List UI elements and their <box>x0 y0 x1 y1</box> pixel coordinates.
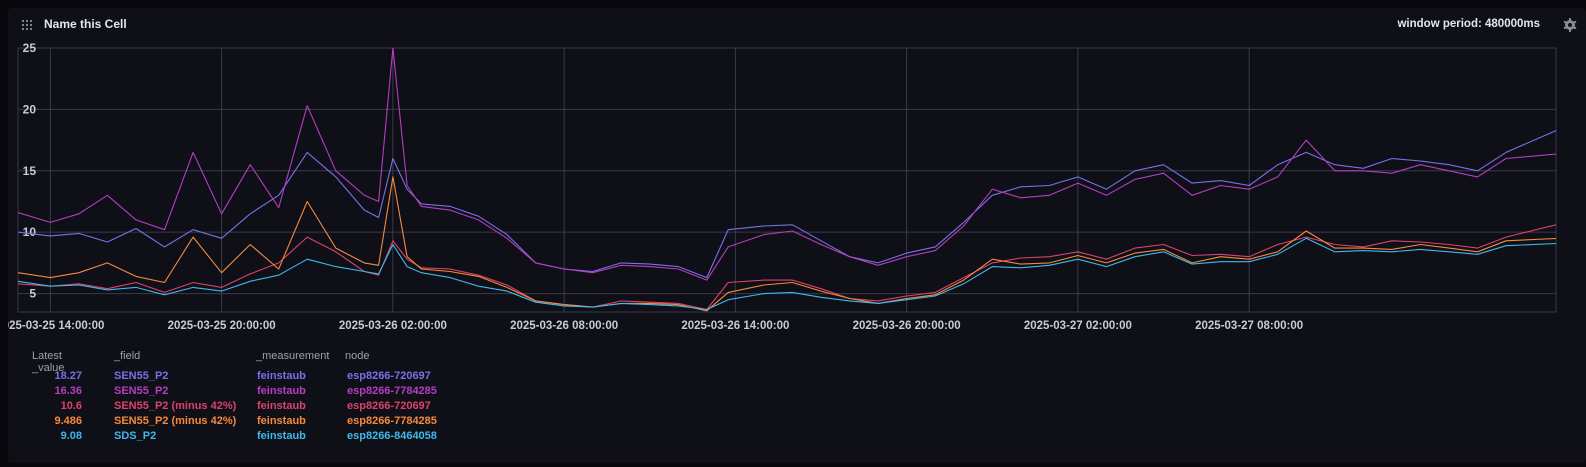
legend-value: 16.36 <box>54 385 82 397</box>
x-tick-label: 2025-03-25 14:00:00 <box>8 320 104 332</box>
legend-value: 18.27 <box>54 370 82 382</box>
cell-header: Name this Cell window period: 480000ms <box>8 8 1586 42</box>
drag-handle-icon[interactable] <box>20 18 34 32</box>
x-tick-label: 2025-03-25 20:00:00 <box>168 320 276 332</box>
y-tick-label: 10 <box>23 225 37 239</box>
x-tick-label: 2025-03-26 14:00:00 <box>681 320 789 332</box>
legend-measurement: feinstaub <box>257 385 306 397</box>
legend-field: SEN55_P2 (minus 42%) <box>114 415 237 427</box>
cell-title[interactable]: Name this Cell <box>44 17 127 31</box>
x-tick-label: 2025-03-26 20:00:00 <box>853 320 961 332</box>
x-tick-label: 2025-03-27 08:00:00 <box>1195 320 1303 332</box>
gear-icon[interactable] <box>1562 17 1578 33</box>
legend-field: SEN55_P2 <box>114 385 169 397</box>
legend-field: SEN55_P2 (minus 42%) <box>114 400 237 412</box>
legend-header-field: _field <box>114 350 141 362</box>
legend-value: 9.08 <box>60 430 82 442</box>
plot-frame <box>17 47 1557 313</box>
series-line <box>18 47 1556 281</box>
series-line <box>18 130 1556 279</box>
legend-field: SEN55_P2 <box>114 370 169 382</box>
legend-node: esp8266-8464058 <box>347 430 437 442</box>
legend-measurement: feinstaub <box>257 415 306 427</box>
legend-value: 9.486 <box>54 415 82 427</box>
dashboard-cell: Name this Cell window period: 480000ms 5… <box>8 8 1586 463</box>
x-tick-label: 2025-03-27 02:00:00 <box>1024 320 1132 332</box>
legend-node: esp8266-720697 <box>347 370 431 382</box>
legend-measurement: feinstaub <box>257 370 306 382</box>
y-tick-label: 15 <box>23 164 37 178</box>
y-tick-label: 5 <box>29 287 36 301</box>
line-chart[interactable]: 5 10 15 20 25 2025-03-25 14:00:00 2025-03-25 2… <box>8 8 1586 338</box>
legend-node: esp8266-7784285 <box>347 385 437 397</box>
legend-header-node: node <box>345 350 370 362</box>
legend-node: esp8266-720697 <box>347 400 431 412</box>
y-tick-label: 25 <box>23 41 37 55</box>
legend-measurement: feinstaub <box>257 400 306 412</box>
legend-header-measurement: _measurement <box>256 350 330 362</box>
legend-measurement: feinstaub <box>257 430 306 442</box>
x-tick-label: 2025-03-26 08:00:00 <box>510 320 618 332</box>
x-tick-label: 2025-03-26 02:00:00 <box>339 320 447 332</box>
series-line <box>18 237 1556 311</box>
legend-value: 10.6 <box>60 400 82 412</box>
series-line <box>18 224 1556 311</box>
y-tick-label: 20 <box>23 102 37 116</box>
legend-node: esp8266-7784285 <box>347 415 437 427</box>
legend-header-value: Latest _value <box>32 350 65 374</box>
window-period-label: window period: 480000ms <box>1397 18 1540 30</box>
series-line <box>18 176 1556 312</box>
legend-field: SDS_P2 <box>114 430 157 442</box>
